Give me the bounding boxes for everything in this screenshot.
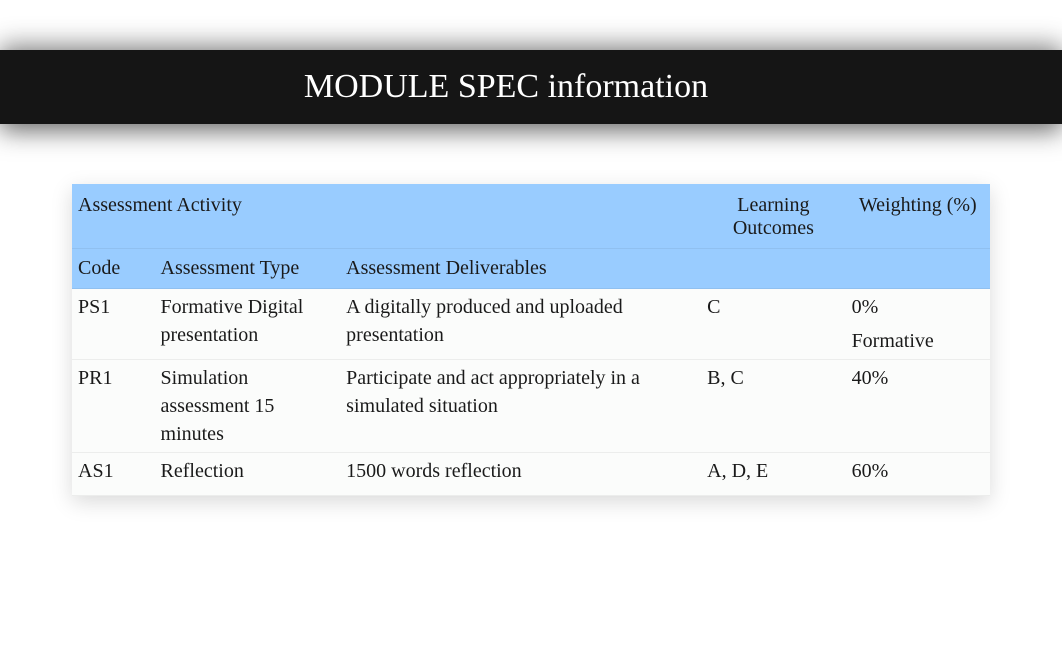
table-header-row-2: Code Assessment Type Assessment Delivera… xyxy=(72,249,990,289)
header-weighting-sub xyxy=(846,249,990,289)
header-weighting: Weighting (%) xyxy=(846,184,990,249)
table-row: AS1 Reflection 1500 words reflection A, … xyxy=(72,453,990,496)
cell-deliverables: A digitally produced and uploaded presen… xyxy=(340,289,701,360)
header-outcomes-sub xyxy=(701,249,845,289)
table-header-row-1: Assessment Activity Learning Outcomes We… xyxy=(72,184,990,249)
header-assessment-activity: Assessment Activity xyxy=(72,184,701,249)
assessment-table: Assessment Activity Learning Outcomes We… xyxy=(72,184,990,496)
title-banner: MODULE SPEC information xyxy=(0,50,1062,124)
cell-weighting: 0% Formative xyxy=(846,289,990,360)
cell-outcomes: B, C xyxy=(701,360,845,453)
weighting-value: 60% xyxy=(852,460,889,482)
cell-outcomes: C xyxy=(701,289,845,360)
cell-code: AS1 xyxy=(72,453,155,496)
weighting-value: 0% xyxy=(852,296,879,318)
header-deliverables: Assessment Deliverables xyxy=(340,249,701,289)
cell-weighting: 60% xyxy=(846,453,990,496)
weighting-value: 40% xyxy=(852,367,889,389)
cell-type: Formative Digital presentation xyxy=(155,289,341,360)
cell-outcomes: A, D, E xyxy=(701,453,845,496)
header-code: Code xyxy=(72,249,155,289)
weighting-sub: Formative xyxy=(852,327,984,355)
cell-deliverables: 1500 words reflection xyxy=(340,453,701,496)
assessment-table-container: Assessment Activity Learning Outcomes We… xyxy=(72,184,990,496)
header-learning-outcomes: Learning Outcomes xyxy=(701,184,845,249)
table-row: PR1 Simulation assessment 15 minutes Par… xyxy=(72,360,990,453)
cell-deliverables: Participate and act appropriately in a s… xyxy=(340,360,701,453)
table-body: PS1 Formative Digital presentation A dig… xyxy=(72,289,990,496)
header-type: Assessment Type xyxy=(155,249,341,289)
page-title: MODULE SPEC information xyxy=(0,68,1062,106)
cell-type: Simulation assessment 15 minutes xyxy=(155,360,341,453)
cell-type: Reflection xyxy=(155,453,341,496)
cell-code: PR1 xyxy=(72,360,155,453)
table-row: PS1 Formative Digital presentation A dig… xyxy=(72,289,990,360)
cell-code: PS1 xyxy=(72,289,155,360)
cell-weighting: 40% xyxy=(846,360,990,453)
